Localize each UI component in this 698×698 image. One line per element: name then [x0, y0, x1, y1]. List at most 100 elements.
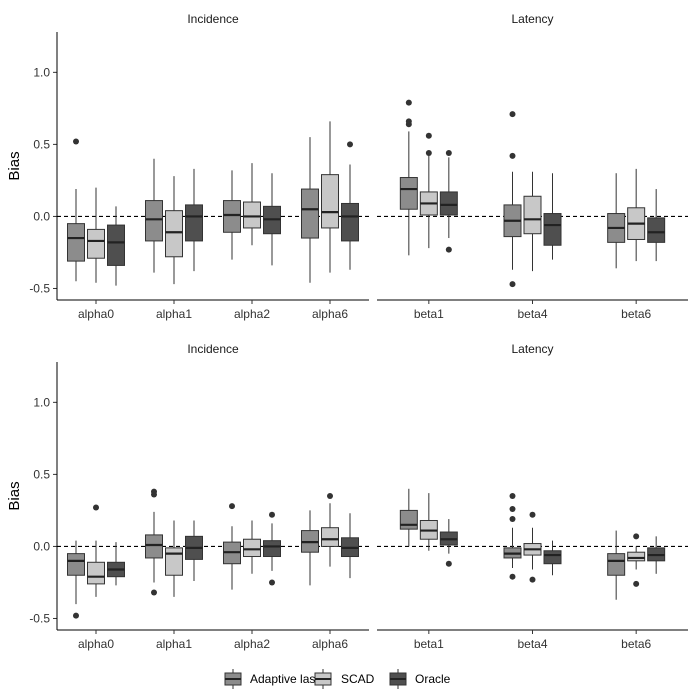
outlier-point — [633, 580, 640, 587]
box-iqr — [165, 210, 183, 258]
box-iqr — [543, 213, 562, 246]
box-iqr — [263, 540, 281, 558]
outlier-point — [347, 141, 353, 148]
outlier-point — [425, 132, 432, 139]
box-iqr — [185, 204, 203, 242]
y-tick-label: 1.0 — [33, 395, 50, 409]
box-iqr — [301, 188, 319, 239]
box-adaptive-lasso-beta6 — [607, 173, 626, 269]
y-tick-label: 0.5 — [33, 137, 50, 151]
x-tick-label: alpha6 — [312, 307, 348, 321]
legend-label: Oracle — [415, 672, 451, 686]
x-tick-label: beta6 — [621, 307, 651, 321]
box-adaptive-lasso-alpha2 — [223, 503, 241, 590]
box-scad-alpha2 — [243, 520, 261, 574]
legend-key-scad — [314, 669, 332, 689]
outlier-point — [529, 511, 536, 518]
box-oracle-beta1 — [439, 519, 458, 567]
box-iqr — [523, 195, 542, 235]
box-adaptive-lasso-alpha6 — [301, 510, 319, 586]
x-tick-label: beta4 — [517, 307, 547, 321]
box-oracle-alpha0 — [107, 542, 125, 586]
box-scad-beta6 — [627, 168, 646, 262]
box-scad-alpha1 — [165, 520, 183, 597]
y-tick-label: -0.5 — [29, 281, 50, 295]
outlier-point — [229, 503, 235, 510]
y-axis-label: Bias — [6, 151, 23, 180]
x-tick-label: beta1 — [414, 637, 444, 651]
box-iqr — [607, 553, 626, 576]
legend: Adaptive lasso SCAD Oracle — [224, 669, 451, 689]
box-adaptive-lasso-alpha1 — [145, 488, 163, 596]
box-oracle-alpha6 — [341, 513, 359, 579]
x-tick-label: alpha2 — [234, 637, 270, 651]
box-adaptive-lasso-beta4 — [503, 493, 522, 580]
box-scad-alpha2 — [243, 163, 261, 246]
x-tick-label: alpha0 — [78, 307, 114, 321]
box-oracle-beta1 — [439, 150, 458, 253]
x-tick-label: beta6 — [621, 637, 651, 651]
outlier-point — [509, 111, 516, 118]
box-iqr — [145, 200, 163, 242]
panel-strip-title: Incidence — [187, 12, 239, 26]
y-tick-label: 0.5 — [33, 467, 50, 481]
box-adaptive-lasso-alpha1 — [145, 158, 163, 273]
x-tick-label: alpha0 — [78, 637, 114, 651]
box-iqr — [165, 547, 183, 576]
y-axis-label: Bias — [6, 481, 23, 510]
outlier-point — [93, 504, 99, 511]
x-tick-label: alpha1 — [156, 637, 192, 651]
box-oracle-alpha0 — [107, 206, 125, 286]
box-iqr — [87, 561, 105, 585]
outlier-point — [509, 505, 516, 512]
box-scad-alpha1 — [165, 176, 183, 285]
panel-incidence-row-1: Incidence alpha0 alpha1 alpha2 alpha6 — [56, 12, 369, 321]
y-tick-label: 1.0 — [33, 65, 50, 79]
box-iqr — [67, 553, 85, 576]
outlier-point — [425, 150, 432, 157]
legend-key-adaptive-lasso — [224, 669, 242, 689]
box-iqr — [107, 224, 125, 266]
box-iqr — [243, 201, 261, 229]
outlier-point — [633, 533, 640, 540]
outlier-point — [445, 560, 452, 567]
box-oracle-alpha2 — [263, 511, 281, 586]
box-adaptive-lasso-beta4 — [503, 111, 522, 288]
x-tick-label: alpha1 — [156, 307, 192, 321]
outlier-point — [73, 138, 79, 145]
box-scad-alpha0 — [87, 187, 105, 283]
outlier-point — [269, 511, 275, 518]
box-iqr — [647, 217, 666, 243]
box-scad-beta1 — [419, 493, 438, 551]
outlier-point — [73, 612, 79, 619]
outlier-point — [151, 589, 157, 596]
box-oracle-beta6 — [647, 536, 666, 574]
y-tick-label: -0.5 — [29, 611, 50, 625]
outlier-point — [509, 516, 516, 523]
legend-key-oracle — [389, 669, 407, 689]
box-oracle-alpha2 — [263, 173, 281, 266]
x-tick-label: alpha2 — [234, 307, 270, 321]
box-iqr — [243, 538, 261, 558]
box-iqr — [321, 527, 339, 547]
box-iqr — [341, 202, 359, 242]
panel-incidence-row-2: Incidence alpha0 alpha1 alpha2 alpha6 — [56, 342, 369, 651]
box-oracle-alpha6 — [341, 141, 359, 270]
panel-strip-title: Latency — [511, 342, 553, 356]
box-iqr — [67, 223, 85, 262]
outlier-point — [151, 488, 157, 495]
box-scad-alpha6 — [321, 493, 339, 567]
outlier-point — [509, 281, 516, 288]
outlier-point — [405, 99, 412, 106]
outlier-point — [327, 493, 333, 499]
panel-strip-title: Latency — [511, 12, 553, 26]
panel-latency-row-2: Latency beta1 beta4 beta6 — [377, 342, 688, 651]
box-iqr — [399, 177, 418, 210]
box-scad-beta6 — [627, 533, 646, 587]
outlier-point — [529, 576, 536, 583]
legend-label: SCAD — [341, 672, 375, 686]
legend-label: Adaptive lasso — [250, 672, 328, 686]
box-scad-alpha0 — [87, 504, 105, 597]
box-adaptive-lasso-beta6 — [607, 530, 626, 600]
